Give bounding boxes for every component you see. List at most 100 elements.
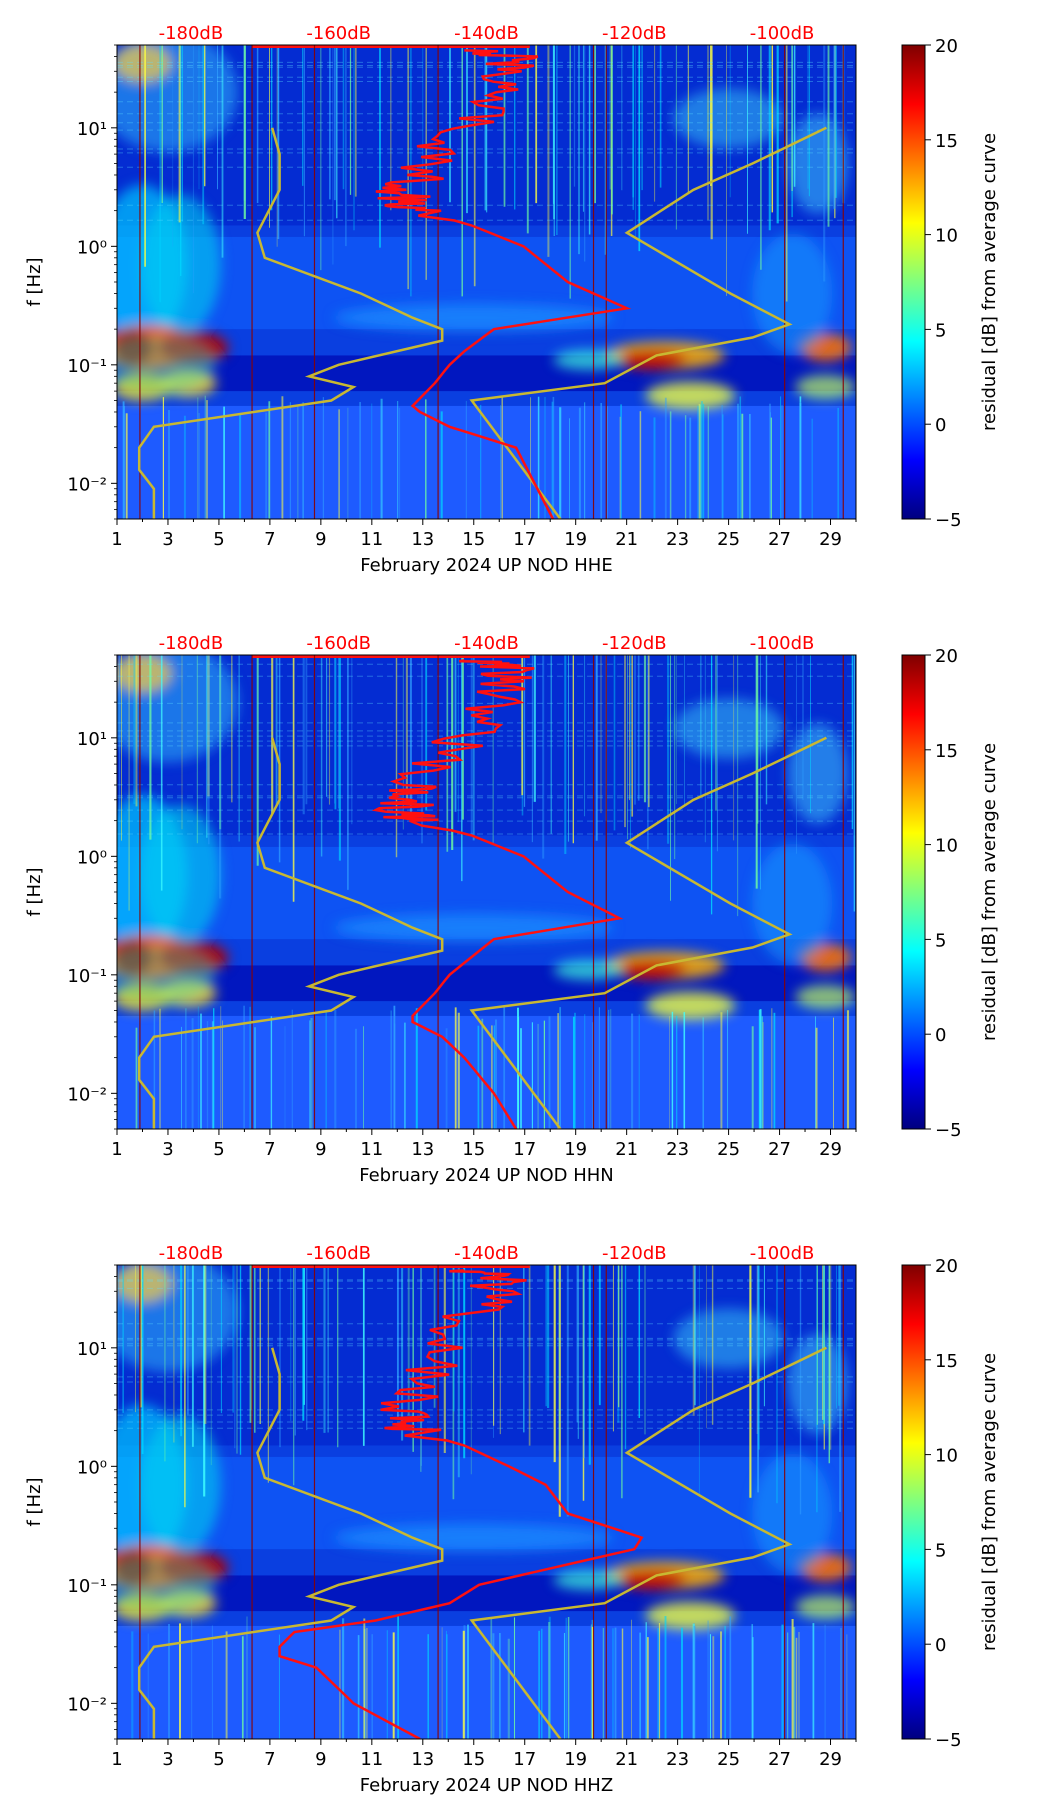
x-tick-label: 1 xyxy=(111,1139,122,1160)
x-tick-label: 19 xyxy=(564,1749,587,1770)
db-label: -100dB xyxy=(750,1243,815,1264)
x-tick-label: 5 xyxy=(213,1139,224,1160)
y-tick-label: 10⁻² xyxy=(67,1694,107,1715)
x-tick-label: 23 xyxy=(666,529,689,550)
x-tick-label: 7 xyxy=(264,1139,275,1160)
db-label: -160dB xyxy=(306,1243,371,1264)
x-tick-label: 29 xyxy=(819,1139,842,1160)
db-label: -180dB xyxy=(159,23,224,44)
y-axis-label: f [Hz] xyxy=(24,257,45,306)
db-label: -180dB xyxy=(159,633,224,654)
colorbar-tick-label: 20 xyxy=(935,646,958,667)
y-tick-label: 10¹ xyxy=(77,119,107,140)
db-label: -100dB xyxy=(750,23,815,44)
colorbar-label: residual [dB] from average curve xyxy=(979,743,1000,1041)
colorbar: −5 0 5 10 15 20 residual [dB] from average cur… xyxy=(901,36,1000,531)
x-tick-label: 21 xyxy=(615,1749,638,1770)
x-tick-label: 5 xyxy=(213,529,224,550)
nlnm-curve xyxy=(137,127,444,519)
x-tick-label: 29 xyxy=(819,529,842,550)
colorbar-tick-label: 0 xyxy=(935,1025,946,1046)
db-label: -120dB xyxy=(602,633,667,654)
x-tick-label: 7 xyxy=(264,529,275,550)
colorbar-tick-label: −5 xyxy=(935,510,962,531)
x-tick-label: 21 xyxy=(615,1139,638,1160)
x-tick-label: 7 xyxy=(264,1749,275,1770)
y-tick-label: 10⁰ xyxy=(77,847,107,868)
x-tick-label: 27 xyxy=(768,529,791,550)
y-tick-label: 10⁻² xyxy=(67,474,107,495)
colorbar-tick-label: 5 xyxy=(935,320,946,341)
y-tick-label: 10¹ xyxy=(77,729,107,750)
x-tick-label: 3 xyxy=(162,529,173,550)
colorbar-tick-label: 0 xyxy=(935,1635,946,1656)
x-axis-label: February 2024 UP NOD HHZ xyxy=(360,1775,613,1796)
y-tick-label: 10⁻² xyxy=(67,1084,107,1105)
x-tick-label: 15 xyxy=(462,1749,485,1770)
x-tick-label: 17 xyxy=(513,529,536,550)
db-label: -160dB xyxy=(306,23,371,44)
colorbar-gradient xyxy=(901,1264,926,1740)
x-tick-label: 19 xyxy=(564,529,587,550)
x-tick-label: 5 xyxy=(213,1749,224,1770)
colorbar: −5 0 5 10 15 20 residual [dB] from average cur… xyxy=(901,646,1000,1141)
colorbar-tick-label: 10 xyxy=(935,226,958,247)
colorbar-tick-label: −5 xyxy=(935,1120,962,1141)
x-tick-label: 25 xyxy=(717,1749,740,1770)
colorbar-tick-label: 0 xyxy=(935,415,946,436)
x-tick-label: 19 xyxy=(564,1139,587,1160)
y-tick-label: 10⁻¹ xyxy=(67,966,107,987)
colorbar-tick-label: 15 xyxy=(935,1351,958,1372)
colorbar-tick-label: −5 xyxy=(935,1730,962,1751)
y-tick-label: 10⁰ xyxy=(77,237,107,258)
nhnm-curve xyxy=(469,736,827,1129)
x-tick-label: 17 xyxy=(513,1749,536,1770)
y-tick-label: 10⁻¹ xyxy=(67,1576,107,1597)
x-tick-label: 13 xyxy=(411,1139,434,1160)
x-tick-label: 15 xyxy=(462,1139,485,1160)
x-tick-label: 9 xyxy=(315,529,326,550)
colorbar-label: residual [dB] from average curve xyxy=(979,133,1000,431)
x-tick-label: 15 xyxy=(462,529,485,550)
y-tick-label: 10¹ xyxy=(77,1339,107,1360)
colorbar-tick-label: 20 xyxy=(935,36,958,57)
x-tick-label: 9 xyxy=(315,1139,326,1160)
db-label: -140dB xyxy=(454,633,519,654)
db-label: -100dB xyxy=(750,633,815,654)
nlnm-curve xyxy=(137,1347,444,1739)
x-tick-label: 17 xyxy=(513,1139,536,1160)
nhnm-curve xyxy=(469,126,827,519)
db-label: -180dB xyxy=(159,1243,224,1264)
x-tick-label: 23 xyxy=(666,1749,689,1770)
db-label: -140dB xyxy=(454,23,519,44)
x-tick-label: 11 xyxy=(360,1749,383,1770)
y-axis-label: f [Hz] xyxy=(24,1477,45,1526)
colorbar: −5 0 5 10 15 20 residual [dB] from average cur… xyxy=(901,1256,1000,1751)
heatmap-area xyxy=(117,1265,856,1739)
y-axis-label: f [Hz] xyxy=(24,867,45,916)
x-tick-label: 11 xyxy=(360,529,383,550)
db-label: -120dB xyxy=(602,23,667,44)
colorbar-tick-label: 15 xyxy=(935,131,958,152)
x-tick-label: 3 xyxy=(162,1139,173,1160)
x-tick-label: 29 xyxy=(819,1749,842,1770)
colorbar-label: residual [dB] from average curve xyxy=(979,1353,1000,1651)
x-tick-label: 25 xyxy=(717,529,740,550)
x-tick-label: 13 xyxy=(411,1749,434,1770)
x-tick-label: 21 xyxy=(615,529,638,550)
colorbar-tick-label: 15 xyxy=(935,741,958,762)
x-axis-label: February 2024 UP NOD HHE xyxy=(360,555,612,576)
db-label: -120dB xyxy=(602,1243,667,1264)
x-tick-label: 27 xyxy=(768,1749,791,1770)
y-tick-label: 10⁰ xyxy=(77,1457,107,1478)
x-tick-label: 1 xyxy=(111,529,122,550)
colorbar-tick-label: 5 xyxy=(935,1540,946,1561)
db-label: -140dB xyxy=(454,1243,519,1264)
x-tick-label: 1 xyxy=(111,1749,122,1770)
x-tick-label: 25 xyxy=(717,1139,740,1160)
colorbar-tick-label: 10 xyxy=(935,1446,958,1467)
x-axis-label: February 2024 UP NOD HHN xyxy=(359,1165,614,1186)
